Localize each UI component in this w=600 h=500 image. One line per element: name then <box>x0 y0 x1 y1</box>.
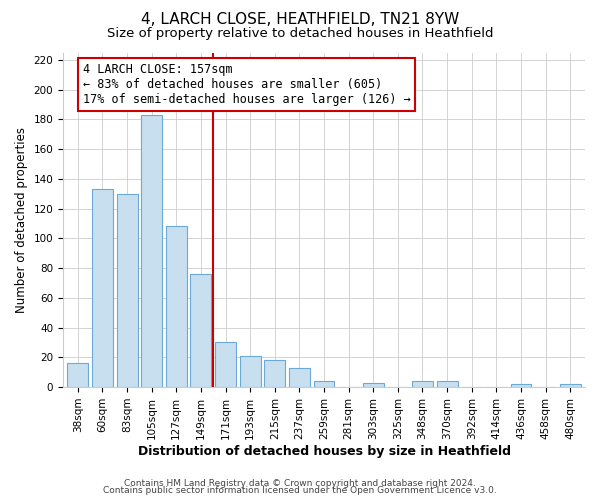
Bar <box>363 382 384 387</box>
Bar <box>437 381 458 387</box>
Bar <box>166 226 187 387</box>
Text: Contains public sector information licensed under the Open Government Licence v3: Contains public sector information licen… <box>103 486 497 495</box>
Y-axis label: Number of detached properties: Number of detached properties <box>15 127 28 313</box>
Bar <box>412 381 433 387</box>
Bar <box>92 190 113 387</box>
Text: Contains HM Land Registry data © Crown copyright and database right 2024.: Contains HM Land Registry data © Crown c… <box>124 478 476 488</box>
Bar <box>116 194 137 387</box>
Bar <box>511 384 532 387</box>
Bar <box>67 364 88 387</box>
Text: 4, LARCH CLOSE, HEATHFIELD, TN21 8YW: 4, LARCH CLOSE, HEATHFIELD, TN21 8YW <box>141 12 459 28</box>
Bar <box>560 384 581 387</box>
Bar <box>141 115 162 387</box>
Text: 4 LARCH CLOSE: 157sqm
← 83% of detached houses are smaller (605)
17% of semi-det: 4 LARCH CLOSE: 157sqm ← 83% of detached … <box>83 63 410 106</box>
Bar <box>289 368 310 387</box>
Bar <box>215 342 236 387</box>
Bar <box>314 381 334 387</box>
Bar <box>190 274 211 387</box>
Bar <box>239 356 260 387</box>
Bar <box>265 360 285 387</box>
Text: Size of property relative to detached houses in Heathfield: Size of property relative to detached ho… <box>107 28 493 40</box>
X-axis label: Distribution of detached houses by size in Heathfield: Distribution of detached houses by size … <box>137 444 511 458</box>
